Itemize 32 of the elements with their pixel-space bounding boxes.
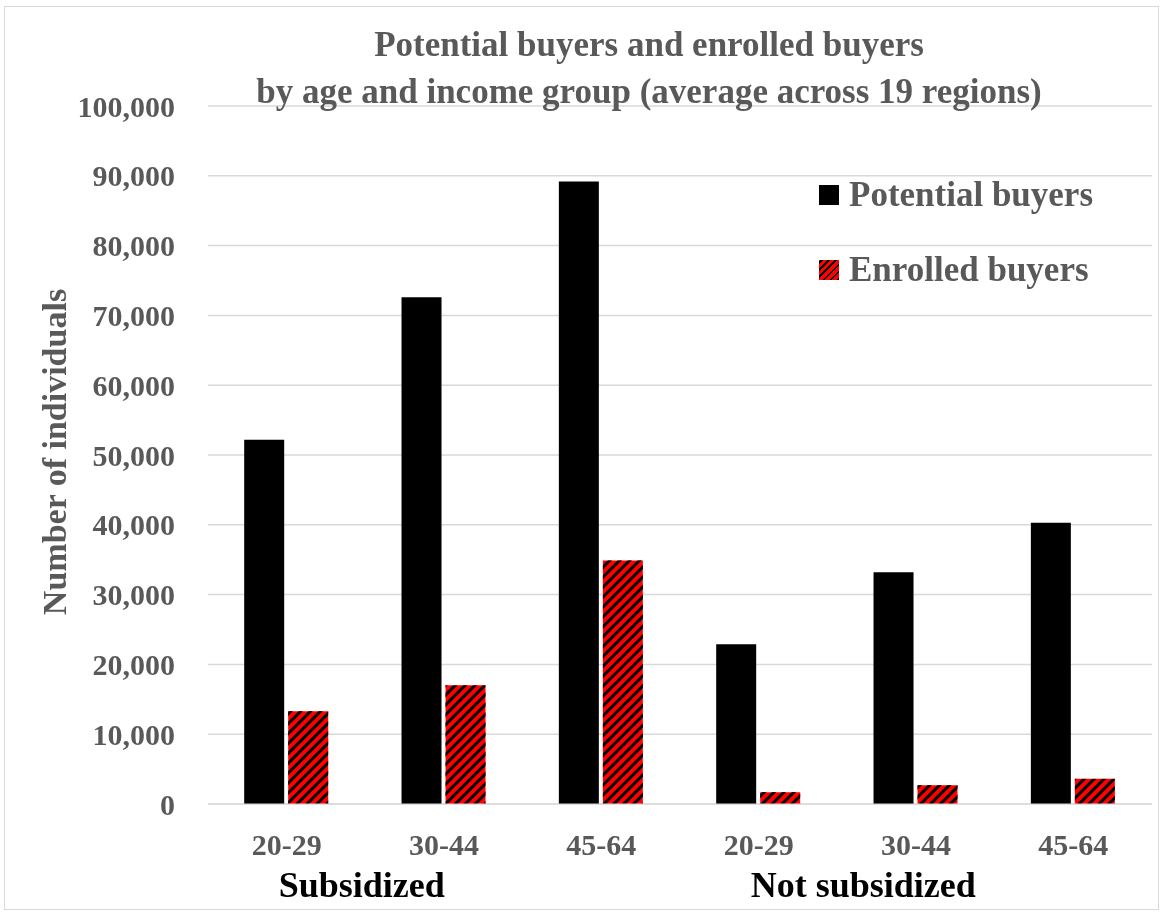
bar [1030, 522, 1071, 804]
y-tick-label: 60,000 [92, 368, 175, 402]
legend-label: Enrolled buyers [849, 249, 1089, 290]
x-tick-label: 45-64 [566, 828, 637, 862]
y-tick-label: 10,000 [92, 717, 175, 751]
y-tick-label: 100,000 [77, 89, 175, 123]
bar [244, 439, 285, 804]
bar [716, 644, 757, 804]
bar [401, 297, 442, 804]
x-tick-label: 20-29 [251, 828, 322, 862]
bar [1074, 778, 1115, 804]
bar [873, 572, 914, 804]
bar [917, 785, 958, 804]
x-tick-label: 45-64 [1038, 828, 1109, 862]
x-tick-label: 20-29 [723, 828, 794, 862]
y-tick-label: 70,000 [92, 299, 175, 333]
bar [760, 792, 801, 804]
bar [558, 181, 599, 804]
y-axis-title: Number of individuals [36, 288, 74, 616]
y-tick-label: 50,000 [92, 438, 175, 472]
x-tick-label: 30-44 [409, 828, 479, 862]
y-tick-label: 30,000 [92, 578, 175, 612]
text: Not subsidized [750, 865, 976, 905]
y-tick-label: 90,000 [92, 159, 175, 193]
legend-label: Potential buyers [849, 174, 1094, 215]
chart-title: Potential buyers and enrolled buyers by age and income group (average across 19 regions) [256, 25, 1042, 111]
y-tick-label: 80,000 [92, 229, 175, 263]
y-tick-label: 0 [160, 787, 175, 821]
x-tick-label: 30-44 [881, 828, 951, 862]
y-tick-label: 20,000 [92, 648, 175, 682]
text: Subsidized [278, 865, 445, 905]
y-tick-label: 40,000 [92, 508, 175, 542]
